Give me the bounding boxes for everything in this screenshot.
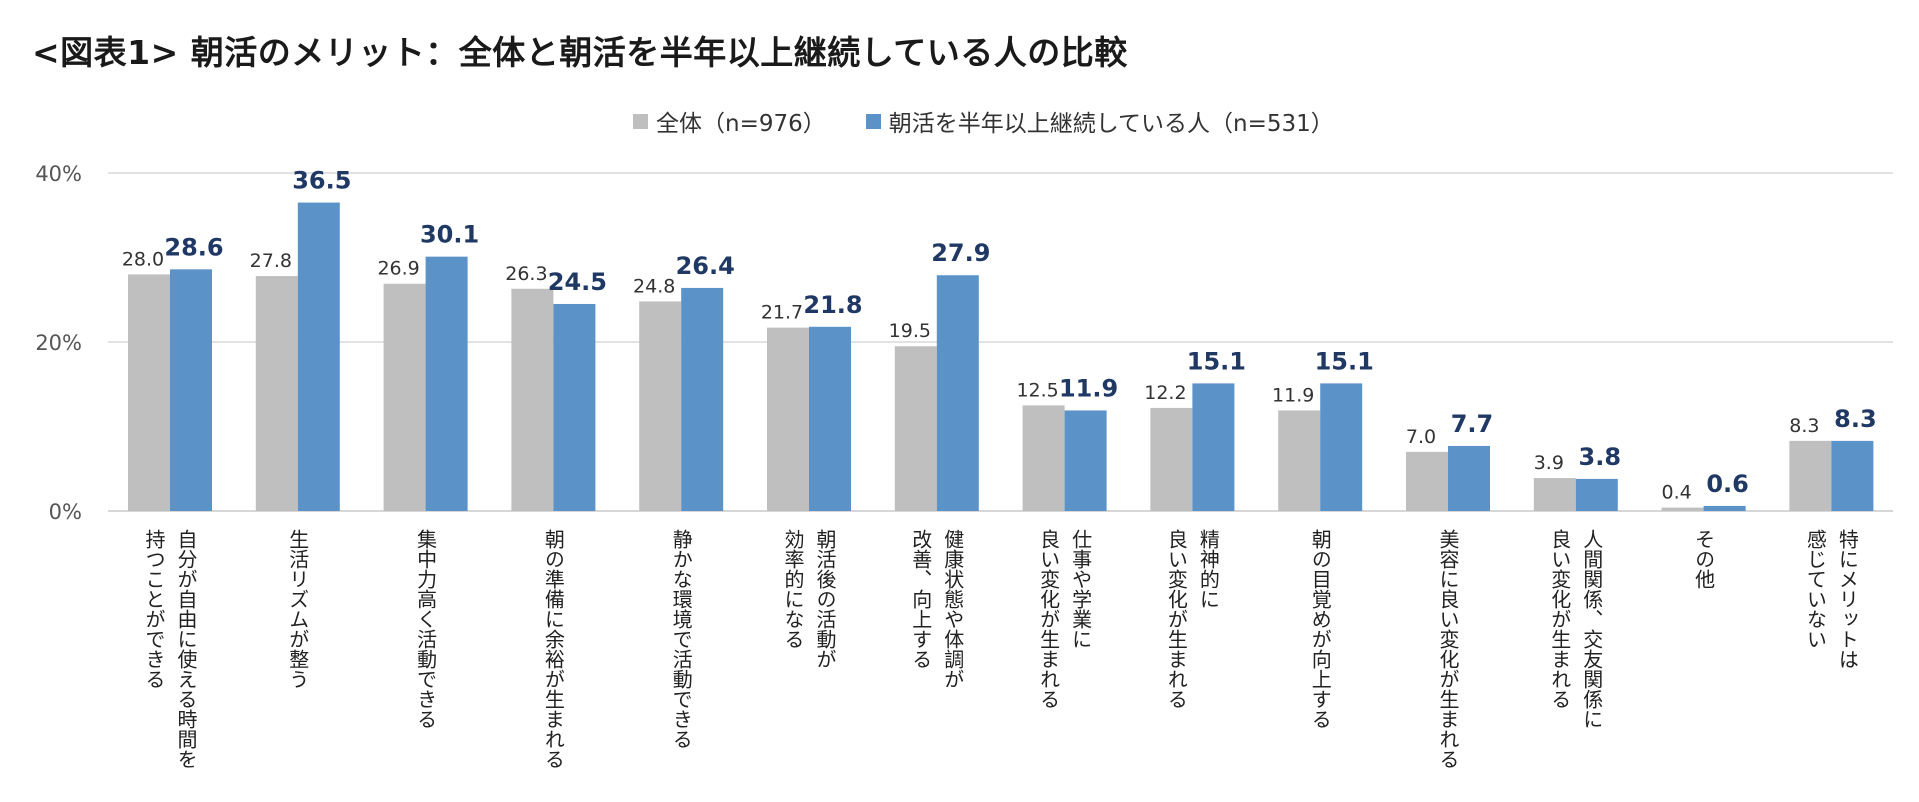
bar-continuers [936,275,979,511]
value-label-all: 26.3 [505,263,547,285]
legend: 全体（n=976） 朝活を半年以上継続している人（n=531） [633,104,1374,138]
value-label-continuers: 0.6 [1706,470,1749,498]
bar-all [1278,410,1321,511]
value-label-all: 8.3 [1789,415,1819,437]
legend-swatch-all [633,113,648,129]
category-label: 良い変化が生まれる [1548,529,1572,709]
value-label-continuers: 15.1 [1187,347,1246,375]
bar-all [1533,478,1576,511]
bar-continuers [1064,410,1107,511]
category-label: 朝の目覚めが向上する [1308,529,1332,729]
category-label: 生活リズムが整う [286,529,310,689]
legend-label-all: 全体（n=976） [656,111,826,137]
category-label: 持つことができる [142,529,166,689]
bar-continuers [1320,383,1363,511]
value-label-all: 24.8 [633,275,675,297]
bar-all [1406,451,1448,511]
y-tick-label: 40% [35,162,82,186]
value-label-continuers: 3.8 [1579,443,1622,471]
value-label-continuers: 21.8 [803,291,862,319]
bar-all [1022,405,1065,511]
bar-all [383,283,426,511]
bar-continuers [681,287,724,511]
bar-all [767,327,809,511]
bar-all [128,274,170,511]
legend-item-all: 全体（n=976） [633,104,826,138]
category-label: 静かな環境で活動できる [669,529,693,749]
value-label-continuers: 26.4 [676,252,735,280]
category-label: 自分が自由に使える時間を [174,529,198,769]
category-label: その他 [1692,529,1716,589]
value-label-all: 11.9 [1272,384,1314,406]
value-label-all: 0.4 [1661,482,1691,504]
category-label: 良い変化が生まれる [1037,529,1061,709]
value-label-continuers: 7.7 [1451,410,1494,438]
chart-title: <図表1> 朝活のメリット：全体と朝活を半年以上継続している人の比較 [32,33,1128,72]
category-label: 朝の準備に余裕が生まれる [541,529,565,769]
value-label-all: 21.7 [761,302,803,324]
bar-all [1150,407,1193,511]
category-label: 朝活後の活動が [813,529,837,669]
value-label-continuers: 11.9 [1059,374,1118,402]
bar-continuers [1831,440,1874,511]
value-label-continuers: 8.3 [1834,405,1877,433]
bar-continuers [297,202,340,511]
category-label: 良い変化が生まれる [1164,529,1188,709]
value-label-all: 12.5 [1016,379,1058,401]
category-label: 効率的になる [781,529,805,649]
value-label-continuers: 30.1 [420,221,479,249]
bar-continuers [170,269,212,511]
value-label-all: 26.9 [377,258,419,280]
bar-all [894,346,937,511]
category-label: 美容に良い変化が生まれる [1436,529,1460,769]
value-label-all: 27.8 [250,250,292,272]
value-label-continuers: 28.6 [164,233,223,261]
value-label-all: 12.2 [1144,382,1186,404]
value-label-all: 28.0 [122,248,164,270]
bar-all [255,276,298,511]
category-label: 改善、向上する [909,529,933,669]
category-label: 健康状態や体調が [941,529,965,689]
legend-swatch-continuers [865,113,881,129]
bar-all [639,301,682,511]
bar-continuers [1703,505,1746,511]
category-label: 精神的に [1196,529,1220,609]
value-label-continuers: 27.9 [931,239,990,267]
bar-all [1789,440,1832,511]
bar-continuers [425,256,468,511]
y-tick-label: 20% [35,331,82,355]
legend-label-continuers: 朝活を半年以上継続している人（n=531） [888,111,1334,137]
bar-continuers [809,326,851,511]
value-label-continuers: 24.5 [548,268,607,296]
value-label-continuers: 36.5 [292,167,351,195]
bar-continuers [1448,445,1490,511]
bar-all [511,288,554,511]
category-label: 特にメリットは [1835,529,1859,669]
category-label: 感じていない [1803,529,1827,649]
bar-continuers [553,303,596,511]
value-label-all: 3.9 [1534,452,1564,474]
y-tick-label: 0% [49,500,82,524]
value-label-all: 19.5 [889,320,931,342]
bar-continuers [1192,383,1235,511]
legend-item-continuers: 朝活を半年以上継続している人（n=531） [865,104,1334,138]
bar-continuers [1575,478,1618,511]
category-label: 仕事や学業に [1069,529,1093,649]
category-label: 集中力高く活動できる [414,529,438,729]
bar-all [1661,507,1704,511]
value-label-all: 7.0 [1406,426,1436,448]
category-label: 人間関係、交友関係に [1580,529,1604,729]
value-label-continuers: 15.1 [1315,347,1374,375]
